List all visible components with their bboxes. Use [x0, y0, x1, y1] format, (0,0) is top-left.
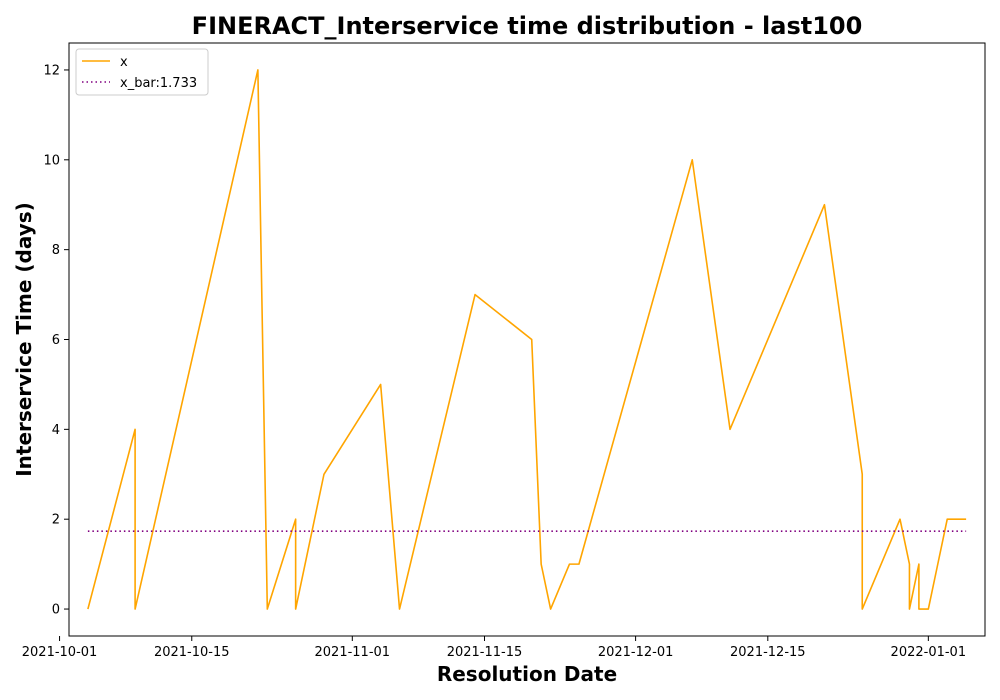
y-tick-label: 8	[52, 243, 60, 258]
plot-frame	[68, 42, 986, 637]
x-tick-label: 2021-10-15	[154, 645, 230, 660]
legend-label-x: x	[120, 55, 128, 70]
legend-label-x-bar: x_bar:1.733	[120, 76, 197, 91]
y-tick-label: 10	[43, 153, 60, 168]
y-axis-ticks: 0 2 4 6 8 10 12	[43, 63, 69, 618]
y-axis-label: Interservice Time (days)	[12, 202, 36, 477]
chart-title: FINERACT_Interservice time distribution …	[192, 12, 863, 40]
y-tick-label: 6	[52, 333, 60, 348]
x-tick-label: 2021-11-15	[447, 645, 523, 660]
x-tick-label: 2021-12-15	[730, 645, 806, 660]
x-tick-label: 2021-10-01	[22, 645, 98, 660]
x-tick-label: 2021-11-01	[315, 645, 391, 660]
x-tick-label: 2022-01-01	[891, 645, 967, 660]
y-tick-label: 0	[52, 603, 60, 618]
series-layer	[87, 69, 967, 610]
legend: x x_bar:1.733	[75, 48, 209, 96]
x-axis-label: Resolution Date	[437, 662, 617, 686]
y-tick-label: 4	[52, 423, 60, 438]
x-axis-ticks: 2021-10-01 2021-10-15 2021-11-01 2021-11-15…	[22, 636, 966, 660]
x-tick-label: 2021-12-01	[598, 645, 674, 660]
series-line-x	[87, 69, 967, 610]
y-tick-label: 2	[52, 513, 60, 528]
plot-area	[68, 42, 986, 637]
y-tick-label: 12	[43, 63, 60, 78]
